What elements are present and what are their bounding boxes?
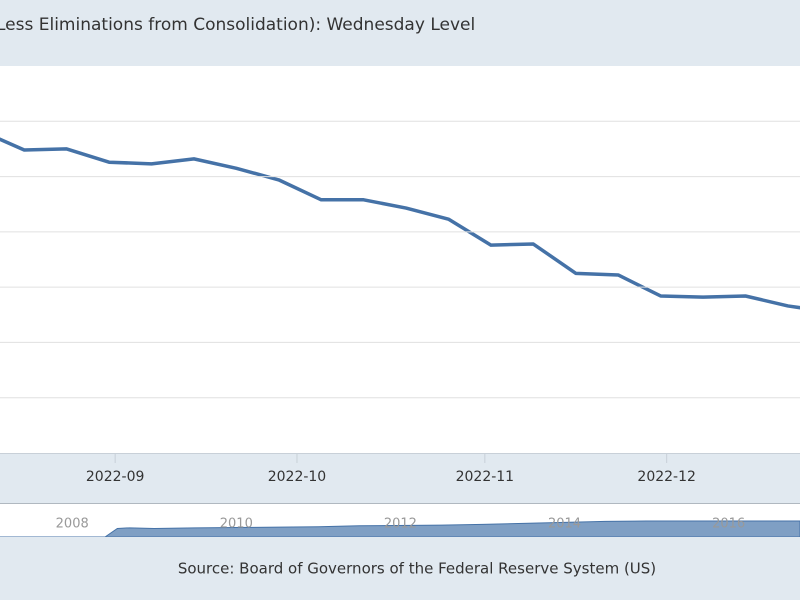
source: Source: Board of Governors of the Federa… [178,560,656,578]
navigator-label: 2012 [384,517,417,532]
plot-area [0,66,800,454]
x-tick-label: 2022-11 [456,469,515,485]
data-line [0,137,800,310]
navigator-area [0,520,800,537]
navigator-label: 2010 [220,517,253,532]
navigator-label: 2008 [56,517,89,532]
chart-title: Less Eliminations from Consolidation): W… [0,15,475,35]
x-tick-label: 2022-10 [268,469,327,485]
navigator-label: 2016 [712,517,745,532]
x-tick-label: 2022-09 [86,469,145,485]
x-tick-label: 2022-12 [637,469,696,485]
navigator-label: 2014 [548,517,581,532]
